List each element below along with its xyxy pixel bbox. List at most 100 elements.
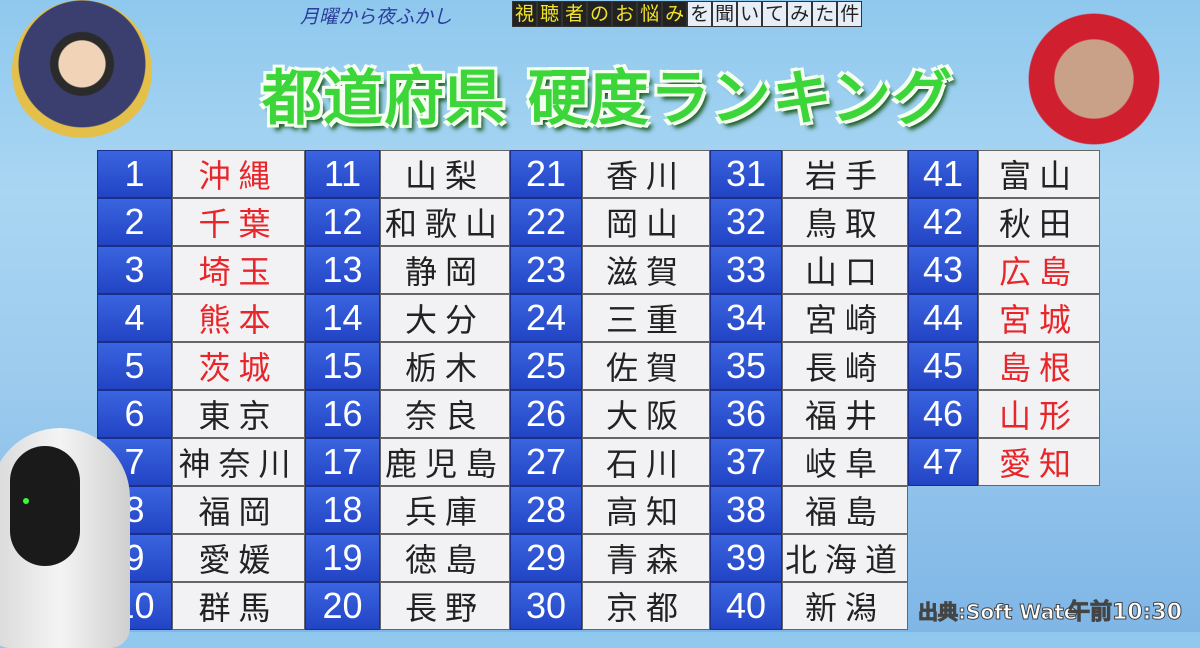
clock: 午前10:30 <box>1067 600 1183 626</box>
topic-char: 者 <box>562 1 588 27</box>
topic-char: を <box>687 1 713 27</box>
topic-char: 悩 <box>637 1 663 27</box>
rank-number: 23 <box>510 246 582 294</box>
prefecture-name: 群馬 <box>172 582 305 630</box>
prefecture-name: 京都 <box>582 582 710 630</box>
camera-lens <box>10 446 80 566</box>
topic-char: い <box>737 1 763 27</box>
prefecture-name: 山梨 <box>380 150 510 198</box>
prefecture-name: 鹿児島 <box>380 438 510 486</box>
rank-number: 42 <box>908 198 978 246</box>
rank-number: 25 <box>510 342 582 390</box>
guest-photo-lips-frame <box>1015 0 1173 158</box>
prefecture-name: 福岡 <box>172 486 305 534</box>
rank-number: 11 <box>305 150 380 198</box>
rank-number: 36 <box>710 390 782 438</box>
topic-caption: 視聴者のお悩みを聞いてみた件 <box>512 1 863 27</box>
prefecture-name: 新潟 <box>782 582 908 630</box>
rank-number: 17 <box>305 438 380 486</box>
rank-number: 38 <box>710 486 782 534</box>
rank-number: 27 <box>510 438 582 486</box>
rank-number: 1 <box>97 150 172 198</box>
rank-number: 32 <box>710 198 782 246</box>
topic-char: お <box>612 1 638 27</box>
prefecture-name: 宮城 <box>978 294 1100 342</box>
show-logo: 月曜から夜ふかし <box>300 6 453 28</box>
rank-number: 12 <box>305 198 380 246</box>
prefecture-name: 北海道 <box>782 534 908 582</box>
prefecture-name: 鳥取 <box>782 198 908 246</box>
host-photo <box>12 0 152 142</box>
prefecture-name: 岡山 <box>582 198 710 246</box>
rank-number: 28 <box>510 486 582 534</box>
empty-cell <box>978 486 1100 534</box>
rank-number: 14 <box>305 294 380 342</box>
prefecture-name: 滋賀 <box>582 246 710 294</box>
prefecture-name: 山口 <box>782 246 908 294</box>
rank-number: 26 <box>510 390 582 438</box>
prefecture-name: 高知 <box>582 486 710 534</box>
prefecture-name: 長崎 <box>782 342 908 390</box>
prefecture-name: 長野 <box>380 582 510 630</box>
prefecture-name: 秋田 <box>978 198 1100 246</box>
rank-number: 34 <box>710 294 782 342</box>
prefecture-name: 熊本 <box>172 294 305 342</box>
prefecture-name: 神奈川 <box>172 438 305 486</box>
rank-number: 24 <box>510 294 582 342</box>
prefecture-name: 大分 <box>380 294 510 342</box>
prefecture-name: 香川 <box>582 150 710 198</box>
rank-number: 3 <box>97 246 172 294</box>
prefecture-name: 富山 <box>978 150 1100 198</box>
prefecture-name: 三重 <box>582 294 710 342</box>
rank-number: 39 <box>710 534 782 582</box>
prefecture-name: 佐賀 <box>582 342 710 390</box>
rank-number: 29 <box>510 534 582 582</box>
prefecture-name: 沖縄 <box>172 150 305 198</box>
prefecture-name: 奈良 <box>380 390 510 438</box>
prefecture-name: 徳島 <box>380 534 510 582</box>
prefecture-name: 大阪 <box>582 390 710 438</box>
prefecture-name: 千葉 <box>172 198 305 246</box>
rank-number: 21 <box>510 150 582 198</box>
rank-number: 4 <box>97 294 172 342</box>
rank-number: 15 <box>305 342 380 390</box>
empty-cell <box>908 534 978 582</box>
topic-char: て <box>762 1 788 27</box>
topic-char: の <box>587 1 613 27</box>
source-caption: 出典:Soft Wate <box>917 600 1078 625</box>
prefecture-name: 静岡 <box>380 246 510 294</box>
rank-number: 44 <box>908 294 978 342</box>
rank-number: 46 <box>908 390 978 438</box>
prefecture-name: 岩手 <box>782 150 908 198</box>
prefecture-name: 福井 <box>782 390 908 438</box>
prefecture-name: 和歌山 <box>380 198 510 246</box>
rank-number: 20 <box>305 582 380 630</box>
topic-char: み <box>787 1 813 27</box>
topic-char: た <box>812 1 838 27</box>
rank-number: 16 <box>305 390 380 438</box>
camera-led <box>23 498 29 504</box>
rank-number: 40 <box>710 582 782 630</box>
topic-char: 聴 <box>537 1 563 27</box>
rank-number: 2 <box>97 198 172 246</box>
topic-char: 視 <box>512 1 538 27</box>
prefecture-name: 愛知 <box>978 438 1100 486</box>
empty-cell <box>978 534 1100 582</box>
rank-number: 37 <box>710 438 782 486</box>
rank-number: 43 <box>908 246 978 294</box>
topic-char: 件 <box>837 1 863 27</box>
empty-cell <box>908 486 978 534</box>
prefecture-name: 島根 <box>978 342 1100 390</box>
rank-number: 13 <box>305 246 380 294</box>
rank-number: 41 <box>908 150 978 198</box>
rank-number: 6 <box>97 390 172 438</box>
rank-number: 33 <box>710 246 782 294</box>
rank-number: 18 <box>305 486 380 534</box>
prefecture-name: 茨城 <box>172 342 305 390</box>
rank-number: 35 <box>710 342 782 390</box>
rank-number: 47 <box>908 438 978 486</box>
security-camera <box>0 428 130 648</box>
rank-number: 31 <box>710 150 782 198</box>
prefecture-name: 栃木 <box>380 342 510 390</box>
prefecture-name: 埼玉 <box>172 246 305 294</box>
